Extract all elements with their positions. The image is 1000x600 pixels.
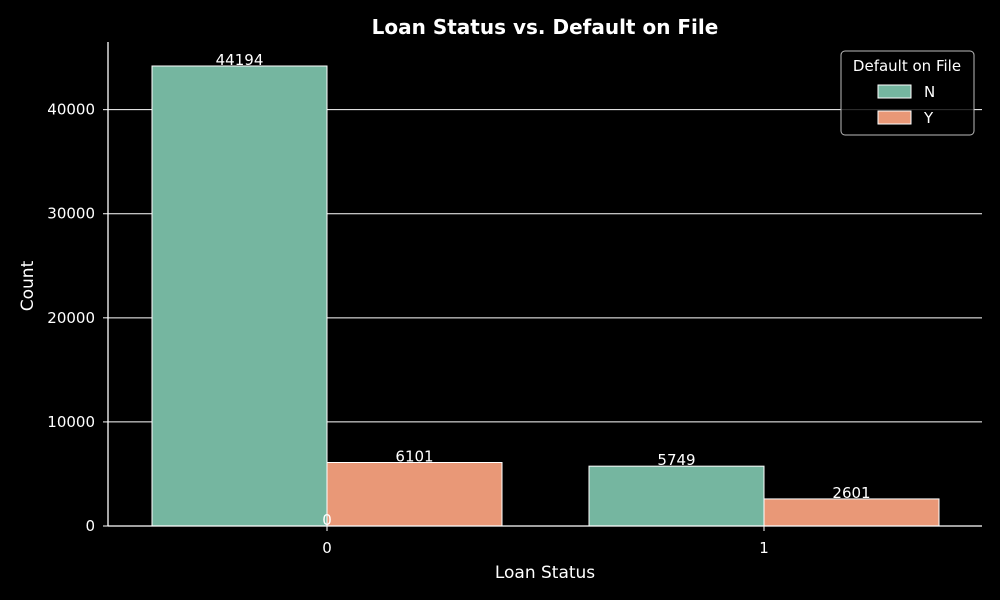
bar-value-label: 5749 bbox=[657, 451, 695, 469]
bar-n-0 bbox=[151, 65, 328, 527]
legend-label-n: N bbox=[924, 83, 935, 101]
x-tick-label: 0 bbox=[322, 539, 332, 557]
bar-value-label: 44194 bbox=[216, 51, 264, 69]
legend-swatch-y bbox=[877, 110, 912, 125]
y-tick-label: 10000 bbox=[47, 413, 95, 431]
legend: Default on File NY bbox=[840, 50, 975, 136]
bar-y-1 bbox=[763, 498, 940, 527]
legend-label-y: Y bbox=[923, 109, 934, 127]
bar-value-label: 2601 bbox=[832, 484, 870, 502]
legend-swatch-n bbox=[877, 84, 912, 99]
x-tick-label: 1 bbox=[759, 539, 769, 557]
y-tick-label: 20000 bbox=[47, 309, 95, 327]
y-tick-label: 30000 bbox=[47, 205, 95, 223]
bar-n-1 bbox=[588, 465, 765, 527]
axes: 0 10000 20000 30000 40000 0 1 bbox=[47, 42, 982, 557]
y-tick-label: 40000 bbox=[47, 101, 95, 119]
x-axis-label: Loan Status bbox=[495, 563, 595, 583]
bar-value-label: 6101 bbox=[395, 447, 433, 465]
y-tick-label: 0 bbox=[85, 517, 95, 535]
data-labels: 44194 5749 6101 2601 0 bbox=[216, 51, 871, 529]
bar-y-0 bbox=[326, 461, 503, 527]
y-axis-label: Count bbox=[18, 260, 38, 311]
legend-title: Default on File bbox=[853, 57, 961, 75]
zero-value-label: 0 bbox=[322, 511, 332, 529]
legend-items: NY bbox=[877, 83, 935, 127]
chart-title: Loan Status vs. Default on File bbox=[372, 15, 719, 39]
